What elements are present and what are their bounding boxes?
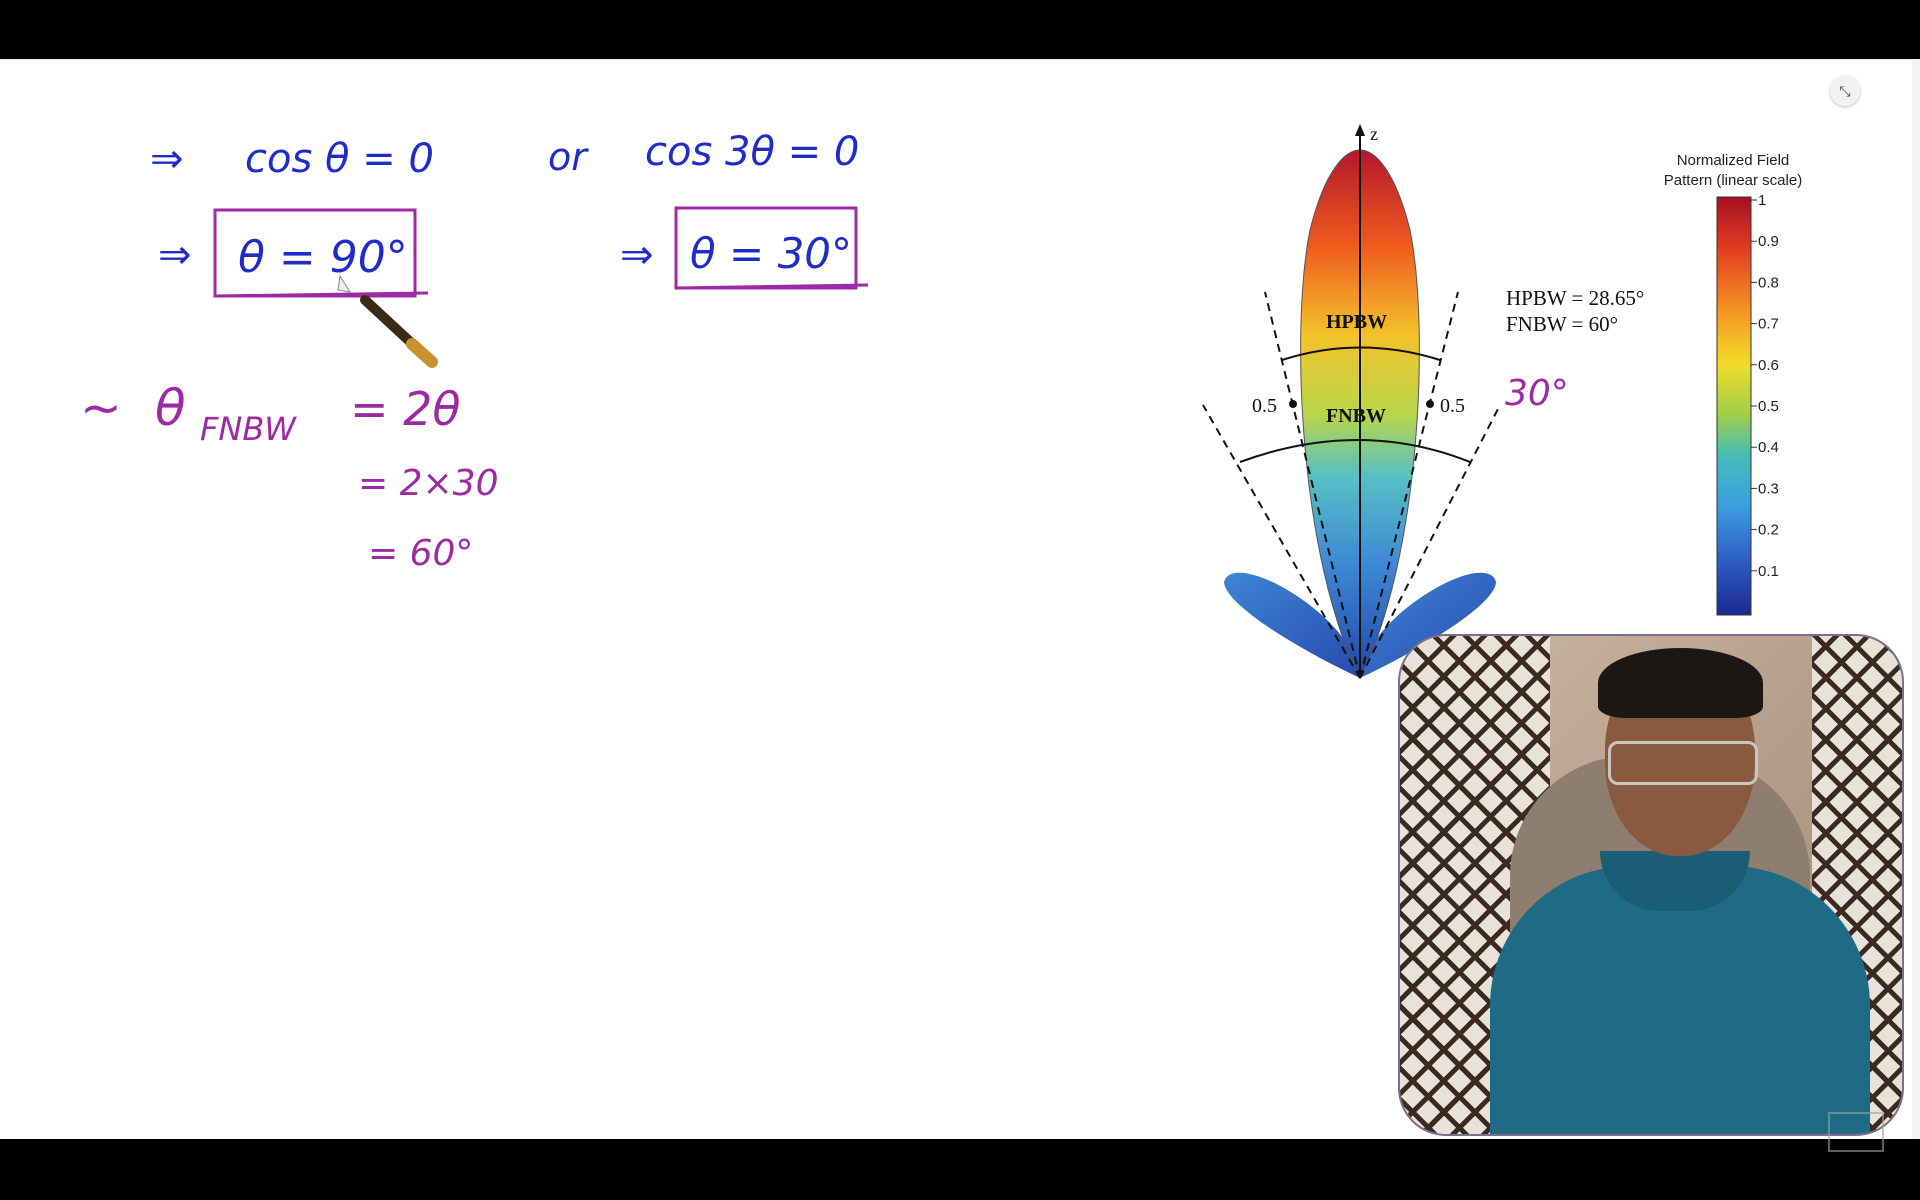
collapse-icon[interactable]: ⤡ — [1830, 76, 1860, 106]
colorbar-title-line2: Pattern (linear scale) — [1664, 172, 1802, 189]
implies-arrow-3: ⇒ — [620, 232, 654, 278]
fnbw-arc-label: FNBW — [1326, 405, 1386, 427]
approx-symbol: ~ — [80, 379, 122, 437]
hpbw-value: HPBW = 28.65° — [1506, 286, 1644, 310]
side-lobe-left — [1224, 572, 1360, 678]
hpbw-arc-label: HPBW — [1326, 311, 1387, 333]
half-power-right-label: 0.5 — [1440, 395, 1465, 417]
colorbar-tick-label: 0.3 — [1758, 480, 1779, 497]
colorbar-ticks: 1 0.9 0.8 0.7 0.6 0.5 0.4 0.3 0.2 0.1 — [1751, 192, 1779, 580]
colorbar-tick-label: 0.1 — [1758, 563, 1779, 580]
theta-symbol: θ — [155, 379, 186, 437]
colorbar-tick-label: 0.6 — [1758, 357, 1779, 374]
implies-arrow-1: ⇒ — [150, 136, 184, 182]
theta-equals-90: θ = 90° — [238, 232, 408, 283]
step-60-deg: = 60° — [368, 533, 473, 574]
presenter-hair — [1598, 648, 1763, 718]
half-power-left-label: 0.5 — [1252, 395, 1277, 417]
whiteboard-edge — [1912, 59, 1920, 1139]
fnbw-subscript: FNBW — [200, 410, 297, 448]
top-letterbox — [0, 0, 1920, 59]
colorbar-gradient — [1716, 196, 1752, 616]
presenter-webcam — [1398, 634, 1904, 1136]
radiation-pattern-figure: z HPBW FNBW 0.5 0.5 HPBW = 28.65° FNBW =… — [1202, 124, 1644, 680]
pen-cursor-icon — [337, 274, 438, 368]
colorbar-tick-label: 1 — [1758, 192, 1766, 209]
step-2x30: = 2×30 — [358, 463, 498, 504]
colorbar-title-line1: Normalized Field — [1677, 152, 1790, 169]
colorbar-tick-label: 0.9 — [1758, 233, 1779, 250]
bottom-letterbox — [0, 1139, 1920, 1200]
side-lobe-right — [1360, 572, 1496, 678]
colorbar-tick-label: 0.5 — [1758, 398, 1779, 415]
theta-equals-30: θ = 30° — [690, 229, 852, 278]
presenter-glasses — [1608, 741, 1758, 785]
z-axis-label: z — [1370, 124, 1378, 144]
fnbw-value: FNBW = 60° — [1506, 312, 1618, 336]
or-connector: or — [548, 135, 589, 179]
fnbw-rhs: = 2θ — [350, 382, 461, 436]
channel-logo-icon — [1828, 1112, 1884, 1152]
colorbar-tick-label: 0.2 — [1758, 522, 1779, 539]
colorbar-tick-label: 0.8 — [1758, 274, 1779, 291]
eq-cos-3theta: cos 3θ = 0 — [645, 129, 859, 175]
implies-arrow-2: ⇒ — [158, 232, 192, 278]
angle-annotation-30: 30° — [1505, 373, 1569, 414]
eq-cos-theta: cos θ = 0 — [245, 136, 434, 182]
colorbar-tick-label: 0.7 — [1758, 316, 1779, 333]
colorbar: Normalized Field Pattern (linear scale) … — [1664, 152, 1802, 616]
colorbar-tick-label: 0.4 — [1758, 439, 1779, 456]
